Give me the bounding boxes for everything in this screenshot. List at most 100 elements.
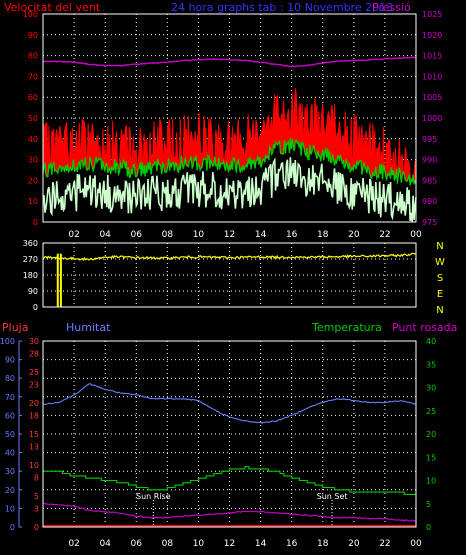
rain-y-tick-label: 20	[29, 399, 39, 408]
humidity-x-tick-label: 12	[224, 539, 235, 549]
wind-y-tick-label: 100	[23, 10, 38, 19]
temperature-y-tick-label: 20	[426, 430, 436, 439]
sun-rise-label: Sun Rise	[136, 492, 171, 501]
compass-label: N	[436, 305, 443, 316]
humidity-x-tick-label: 20	[348, 539, 360, 549]
wind-y-tick-label: 80	[28, 52, 38, 61]
compass-label: E	[437, 289, 443, 300]
humidity-x-tick-label: 02	[68, 539, 79, 549]
wind-x-tick-label: 16	[286, 230, 298, 240]
humidity-x-tick-label: 10	[193, 539, 205, 549]
pressure-y-tick-label: 1015	[422, 52, 442, 61]
compass-label: S	[437, 273, 443, 284]
pressure-y-tick-label: 1005	[422, 93, 442, 102]
temperature-y-tick-label: 25	[426, 407, 436, 416]
temperature-y-tick-label: 0	[426, 523, 431, 532]
wind-axis-label: Velocitat del vent	[4, 1, 101, 14]
direction-series	[42, 252, 417, 261]
direction-series	[42, 252, 417, 307]
humidity-axis-label: Humitat	[66, 321, 111, 334]
pressure-y-tick-label: 1000	[422, 114, 442, 123]
humidity-y-tick-label: 90	[5, 356, 15, 365]
temperature-y-tick-label: 10	[426, 477, 436, 486]
wind-y-tick-label: 60	[28, 93, 38, 102]
rain-y-tick-label: 23	[29, 380, 39, 389]
humidity-x-tick-label: 00	[410, 539, 422, 549]
humidity-x-tick-label: 14	[255, 539, 267, 549]
wind-avg-series	[42, 138, 417, 186]
wind-x-tick-label: 04	[99, 230, 111, 240]
rain-y-tick-label: 5	[34, 492, 39, 501]
pressure-y-tick-label: 980	[422, 197, 437, 206]
compass-label: W	[435, 257, 445, 268]
humidity-y-tick-label: 30	[5, 467, 15, 476]
rain-y-tick-label: 25	[29, 368, 39, 377]
humidity-series	[42, 382, 417, 527]
wind-y-tick-label: 10	[28, 197, 38, 206]
direction-y-tick-label: 360	[23, 239, 38, 248]
rain-y-tick-label: 18	[29, 411, 39, 420]
wind-x-tick-label: 20	[348, 230, 360, 240]
humidity-y-tick-label: 10	[5, 504, 15, 513]
wind-y-tick-label: 40	[28, 135, 38, 144]
pressure-y-tick-label: 1020	[422, 31, 442, 40]
direction-y-tick-label: 180	[23, 271, 38, 280]
wind-x-tick-label: 08	[162, 230, 174, 240]
humidity-x-tick-label: 22	[379, 539, 390, 549]
rain-y-tick-label: 0	[34, 523, 39, 532]
pressure-y-tick-label: 990	[422, 156, 437, 165]
rain-y-tick-label: 13	[29, 442, 39, 451]
humidity-y-tick-labels: 0 10 20 30 40 50 60 70 80 90 100	[0, 337, 22, 532]
rain-y-tick-label: 3	[34, 504, 39, 513]
pressure-axis-label: Pressió	[372, 1, 411, 14]
pressure-y-tick-label: 985	[422, 176, 437, 185]
rain-y-tick-labels: 0 3 5 8 10 13 15 18 20 23 25 28 30	[29, 337, 39, 532]
temperature-y-tick-label: 35	[426, 360, 436, 369]
humidity-y-tick-label: 60	[5, 411, 15, 420]
humidity-temperature-panel: Pluja Humitat Temperatura Punt rosada 0 1…	[0, 321, 457, 549]
humidity-y-tick-label: 20	[5, 486, 15, 495]
pressure-y-tick-label: 1010	[422, 72, 442, 81]
wind-x-tick-label: 12	[224, 230, 235, 240]
temperature-axis-label: Temperatura	[311, 321, 382, 334]
wind-plot-frame	[42, 13, 417, 223]
humidity-y-tick-label: 50	[5, 430, 15, 439]
humidity-x-tick-label: 18	[317, 539, 329, 549]
wind-x-tick-label: 06	[131, 230, 143, 240]
direction-y-tick-label: 0	[33, 303, 38, 312]
pressure-series	[42, 56, 417, 68]
rain-y-tick-label: 10	[29, 461, 39, 470]
wind-x-tick-label: 02	[68, 230, 79, 240]
pressure-y-tick-labels: 975 980 985 990 995 1000 1005 1010 1015 1020 1025	[422, 10, 442, 227]
wind-series	[42, 56, 417, 223]
direction-y-tick-label: 270	[23, 255, 38, 264]
rain-axis-label: Pluja	[2, 321, 28, 334]
humidity-x-tick-label: 06	[131, 539, 143, 549]
humidity-x-tick-label: 08	[162, 539, 174, 549]
temperature-y-tick-label: 30	[426, 384, 436, 393]
wind-x-tick-labels: 02 04 06 08 10 12 14 16 18 20 22 00	[68, 230, 422, 240]
direction-plot-frame	[42, 242, 417, 308]
humidity-y-tick-label: 40	[5, 449, 15, 458]
wind-x-tick-label: 14	[255, 230, 267, 240]
humidity-x-tick-labels: 02 04 06 08 10 12 14 16 18 20 22 00	[68, 539, 422, 549]
wind-pressure-panel: Velocitat del vent 24 hora graphs tab : …	[4, 1, 442, 240]
wind-y-tick-label: 50	[28, 114, 38, 123]
humidity-series	[42, 382, 417, 424]
wind-y-tick-label: 70	[28, 72, 38, 81]
temperature-y-tick-label: 40	[426, 337, 436, 346]
wind-x-tick-label: 10	[193, 230, 205, 240]
wind-y-tick-label: 20	[28, 176, 38, 185]
wind-y-tick-label: 30	[28, 156, 38, 165]
humidity-x-tick-label: 16	[286, 539, 298, 549]
wind-y-tick-label: 0	[33, 218, 38, 227]
rain-y-tick-label: 30	[29, 337, 39, 346]
sun-set-label: Sun Set	[317, 492, 348, 501]
rain-y-tick-label: 15	[29, 430, 39, 439]
direction-y-tick-label: 90	[28, 287, 38, 296]
humidity-plot-frame	[42, 340, 417, 528]
